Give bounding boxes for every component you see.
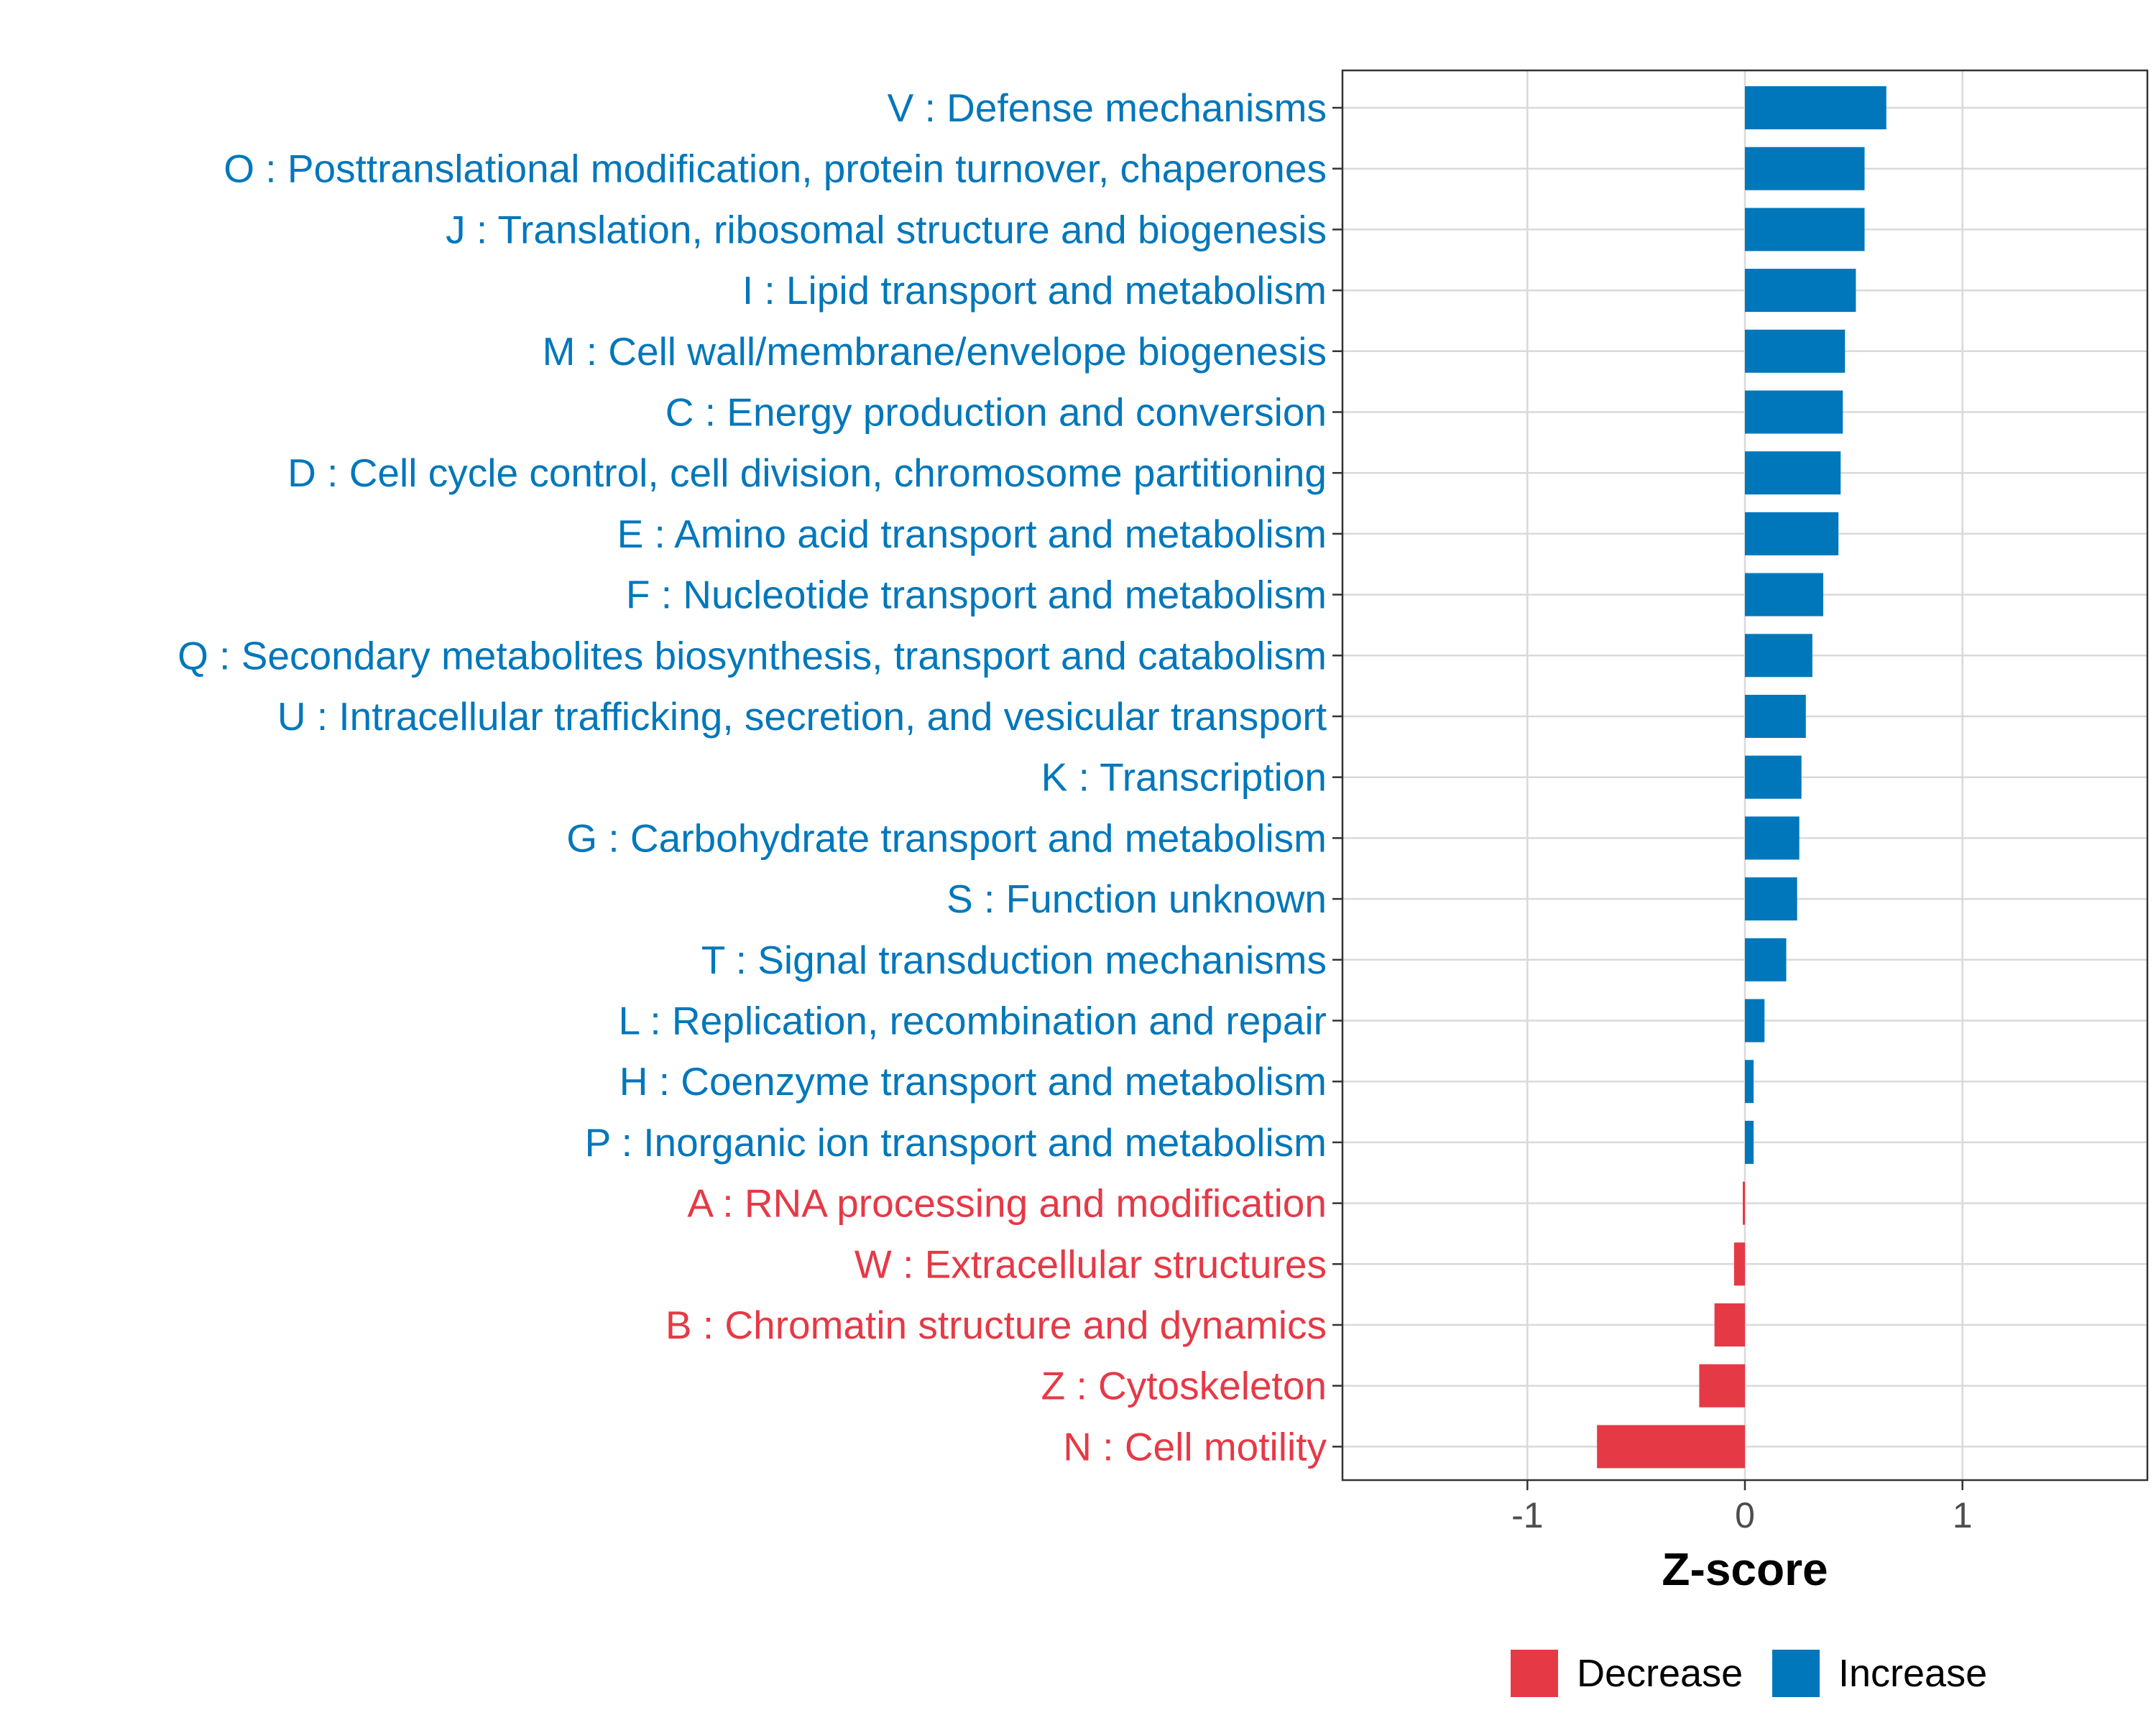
legend: Decrease Increase (1511, 1650, 1987, 1697)
x-tick-label: 0 (1735, 1495, 1755, 1535)
category-label: O : Posttranslational modification, prot… (224, 147, 1327, 191)
x-axis-ticks: -1 0 1 (1511, 1480, 1973, 1535)
bar (1745, 755, 1802, 799)
category-label: C : Energy production and conversion (665, 390, 1327, 435)
category-label: T : Signal transduction mechanisms (701, 938, 1327, 982)
bar (1745, 877, 1797, 921)
category-label: V : Defense mechanisms (888, 86, 1327, 130)
x-axis-title: Z-score (1662, 1543, 1828, 1595)
bar (1714, 1303, 1745, 1346)
bar (1742, 1181, 1745, 1225)
x-tick-label: -1 (1511, 1495, 1543, 1535)
category-label: G : Carbohydrate transport and metabolis… (566, 816, 1327, 860)
bars (1597, 86, 1886, 1469)
category-label: J : Translation, ribosomal structure and… (446, 207, 1327, 251)
bar (1745, 390, 1843, 434)
category-label: M : Cell wall/membrane/envelope biogenes… (543, 329, 1327, 374)
bar (1597, 1425, 1745, 1469)
bar (1745, 86, 1886, 129)
category-label: K : Transcription (1041, 755, 1327, 800)
bar (1745, 999, 1765, 1043)
category-label: U : Intracellular trafficking, secretion… (277, 694, 1327, 739)
category-label: Q : Secondary metabolites biosynthesis, … (178, 633, 1327, 678)
legend-swatch-increase (1772, 1650, 1820, 1697)
legend-label-increase: Increase (1838, 1652, 1987, 1695)
category-label: H : Coenzyme transport and metabolism (619, 1059, 1327, 1104)
bar (1745, 512, 1839, 555)
y-axis-ticks (1332, 106, 1342, 1448)
bar (1745, 938, 1787, 981)
category-label: P : Inorganic ion transport and metaboli… (585, 1120, 1327, 1165)
bar (1745, 634, 1812, 678)
bar (1745, 451, 1841, 495)
category-label: N : Cell motility (1063, 1424, 1327, 1469)
bar (1745, 269, 1856, 313)
bar (1745, 208, 1865, 251)
x-tick-label: 1 (1953, 1495, 1973, 1535)
category-label: F : Nucleotide transport and metabolism (626, 573, 1327, 617)
category-label: S : Function unknown (946, 877, 1327, 921)
category-label: B : Chromatin structure and dynamics (665, 1303, 1327, 1347)
bar (1745, 1060, 1754, 1104)
bar (1745, 147, 1865, 190)
bar (1745, 816, 1800, 860)
category-label: W : Extracellular structures (854, 1242, 1327, 1286)
bar (1745, 329, 1846, 373)
legend-label-decrease: Decrease (1577, 1652, 1743, 1695)
bar (1699, 1364, 1745, 1408)
category-label: Z : Cytoskeleton (1041, 1364, 1327, 1408)
bar (1745, 573, 1823, 616)
bar (1745, 695, 1806, 738)
bar (1745, 1120, 1754, 1164)
category-labels: V : Defense mechanisms O : Posttranslatio… (178, 86, 1327, 1469)
bar (1733, 1242, 1745, 1286)
category-label: A : RNA processing and modification (687, 1181, 1327, 1226)
category-label: L : Replication, recombination and repai… (619, 999, 1327, 1043)
legend-swatch-decrease (1511, 1650, 1558, 1697)
category-label: E : Amino acid transport and metabolism (617, 512, 1327, 556)
category-label: I : Lipid transport and metabolism (742, 268, 1327, 313)
category-label: D : Cell cycle control, cell division, c… (287, 451, 1327, 495)
